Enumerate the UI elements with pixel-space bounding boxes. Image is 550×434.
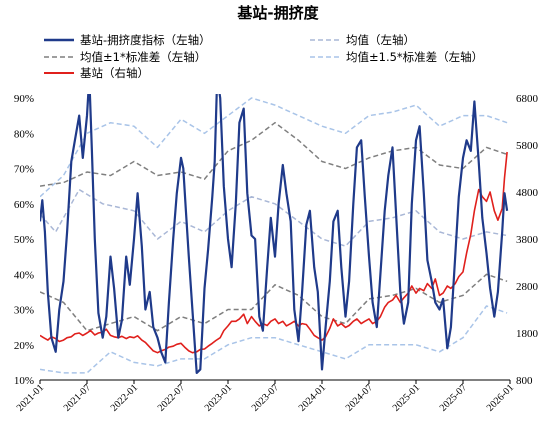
- right-tick-label: 2800: [516, 281, 539, 293]
- x-tick-label: 2025-07: [438, 382, 469, 413]
- legend-item-mean: 均值（左轴）: [310, 33, 415, 47]
- mean-line: [40, 188, 508, 247]
- mean-plus-1std-line: [40, 121, 508, 187]
- right-tick-label: 6800: [516, 93, 539, 105]
- right-tick-label: 5800: [516, 140, 539, 152]
- band-lines: [40, 97, 508, 374]
- right-tick-label: 1800: [516, 328, 539, 340]
- left-tick-label: 20%: [14, 340, 34, 352]
- mean-minus-15std-line: [40, 305, 508, 374]
- legend: 基站-拥挤度指标（左轴） 均值（左轴） 均值±1*标准差（左轴） 均值±1.5*…: [44, 33, 483, 80]
- x-tick-label: 2026-01: [485, 382, 516, 413]
- left-tick-label: 50%: [14, 234, 34, 246]
- mean-plus-15std-line: [40, 97, 508, 198]
- legend-label-index: 基站-拥挤度指标（左轴）: [80, 33, 211, 47]
- right-tick-label: 3800: [516, 234, 539, 246]
- x-tick-label: 2024-01: [297, 382, 328, 413]
- x-tick-label: 2024-07: [344, 382, 375, 413]
- x-tick-label: 2022-01: [109, 382, 140, 413]
- mean-minus-1std-line: [40, 273, 508, 332]
- left-tick-label: 60%: [14, 199, 34, 211]
- legend-item-std1: 均值±1*标准差（左轴）: [44, 50, 206, 64]
- x-tick-label: 2023-01: [203, 382, 234, 413]
- chart-title: 基站-拥挤度: [236, 4, 319, 22]
- left-tick-label: 30%: [14, 305, 34, 317]
- left-tick-label: 90%: [14, 93, 34, 105]
- legend-item-std15: 均值±1.5*标准差（左轴）: [310, 50, 483, 64]
- left-tick-label: 40%: [14, 269, 34, 281]
- legend-item-station: 基站（右轴）: [44, 66, 149, 80]
- x-tick-label: 2023-07: [250, 382, 281, 413]
- x-tick-label: 2022-07: [156, 382, 187, 413]
- x-tick-label: 2021-01: [15, 382, 46, 413]
- x-tick-label: 2021-07: [62, 382, 93, 413]
- left-tick-label: 10%: [14, 375, 34, 387]
- legend-item-index: 基站-拥挤度指标（左轴）: [44, 33, 211, 47]
- legend-label-station: 基站（右轴）: [80, 66, 149, 80]
- x-tick-label: 2025-01: [391, 382, 422, 413]
- legend-label-mean: 均值（左轴）: [346, 33, 415, 47]
- crowding-index-line: [40, 94, 509, 374]
- legend-label-std1: 均值±1*标准差（左轴）: [80, 50, 206, 64]
- right-tick-label: 800: [516, 375, 533, 387]
- left-tick-label: 70%: [14, 164, 34, 176]
- right-tick-label: 4800: [516, 187, 539, 199]
- legend-label-std15: 均值±1.5*标准差（左轴）: [346, 50, 483, 64]
- left-tick-label: 80%: [14, 128, 34, 140]
- left-axis-series: [40, 94, 509, 374]
